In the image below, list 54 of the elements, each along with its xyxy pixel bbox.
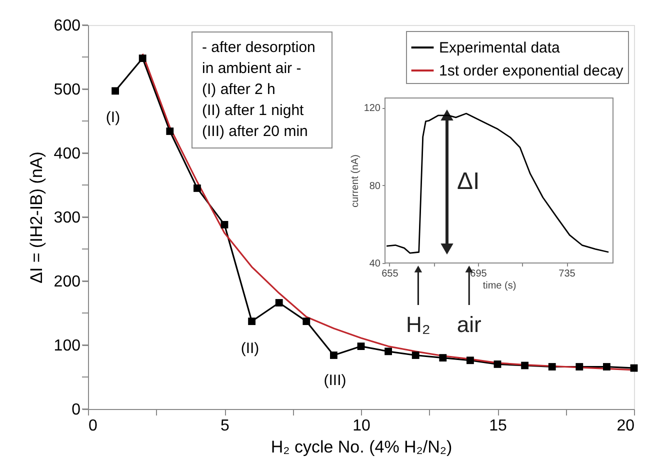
- y-tick-label: 120: [364, 103, 381, 114]
- legend-label: 1st order exponential decay: [439, 62, 624, 80]
- point: [220, 220, 228, 228]
- y-tick-label: 0: [72, 402, 81, 418]
- point: [548, 363, 556, 370]
- annotation: (II): [240, 340, 260, 357]
- x-axis-title: time (s): [482, 280, 516, 292]
- x-tick-label: 695: [470, 268, 488, 280]
- y-tick-label: 400: [54, 146, 81, 162]
- annotation: - after desorption: [202, 39, 316, 56]
- annotation: (I) after 2 h: [202, 81, 276, 98]
- x-tick-label: 655: [382, 268, 399, 280]
- point: [138, 54, 146, 62]
- y-tick-label: 500: [54, 82, 81, 98]
- point: [494, 360, 502, 368]
- point: [330, 352, 338, 359]
- x-tick-label: 10: [352, 418, 370, 434]
- point: [248, 318, 256, 326]
- point: [521, 362, 529, 370]
- point: [439, 354, 447, 362]
- y-tick-label: 40: [369, 258, 381, 270]
- y-axis-title: current (nA): [350, 154, 361, 208]
- y-tick-label: 300: [54, 210, 81, 226]
- annotation: (III): [324, 372, 346, 389]
- y-tick-label: 80: [369, 180, 381, 192]
- annotation: air: [456, 312, 482, 337]
- y-tick-label: 600: [54, 18, 81, 34]
- annotation: H₂: [406, 312, 430, 337]
- point: [357, 342, 365, 350]
- y-tick-label: 100: [54, 338, 81, 354]
- point: [112, 87, 120, 95]
- y-tick-label: 200: [54, 274, 81, 290]
- annotation: (I): [106, 109, 120, 126]
- point: [602, 363, 610, 370]
- legend-label: Experimental data: [439, 40, 561, 56]
- point: [275, 299, 283, 306]
- x-tick-label: 20: [616, 418, 635, 434]
- point: [412, 352, 420, 359]
- x-tick-label: 5: [220, 418, 230, 434]
- x-tick-label: 15: [489, 418, 507, 434]
- annotation: ΔI: [457, 168, 480, 195]
- point: [193, 184, 201, 192]
- x-tick-label: 735: [558, 268, 576, 280]
- point: [166, 128, 174, 135]
- y-axis-title: ΔI = (IH2-IB) (nA): [26, 152, 46, 284]
- x-tick-label: 0: [88, 418, 98, 434]
- point: [576, 363, 584, 370]
- annotation: in ambient air -: [202, 60, 302, 77]
- annotation: (III) after 20 min: [202, 123, 308, 140]
- point: [302, 318, 310, 326]
- point: [384, 348, 392, 356]
- x-axis-title: H₂ cycle No. (4% H₂/N₂): [270, 438, 452, 456]
- point: [466, 356, 474, 364]
- annotation: (II) after 1 night: [202, 102, 305, 119]
